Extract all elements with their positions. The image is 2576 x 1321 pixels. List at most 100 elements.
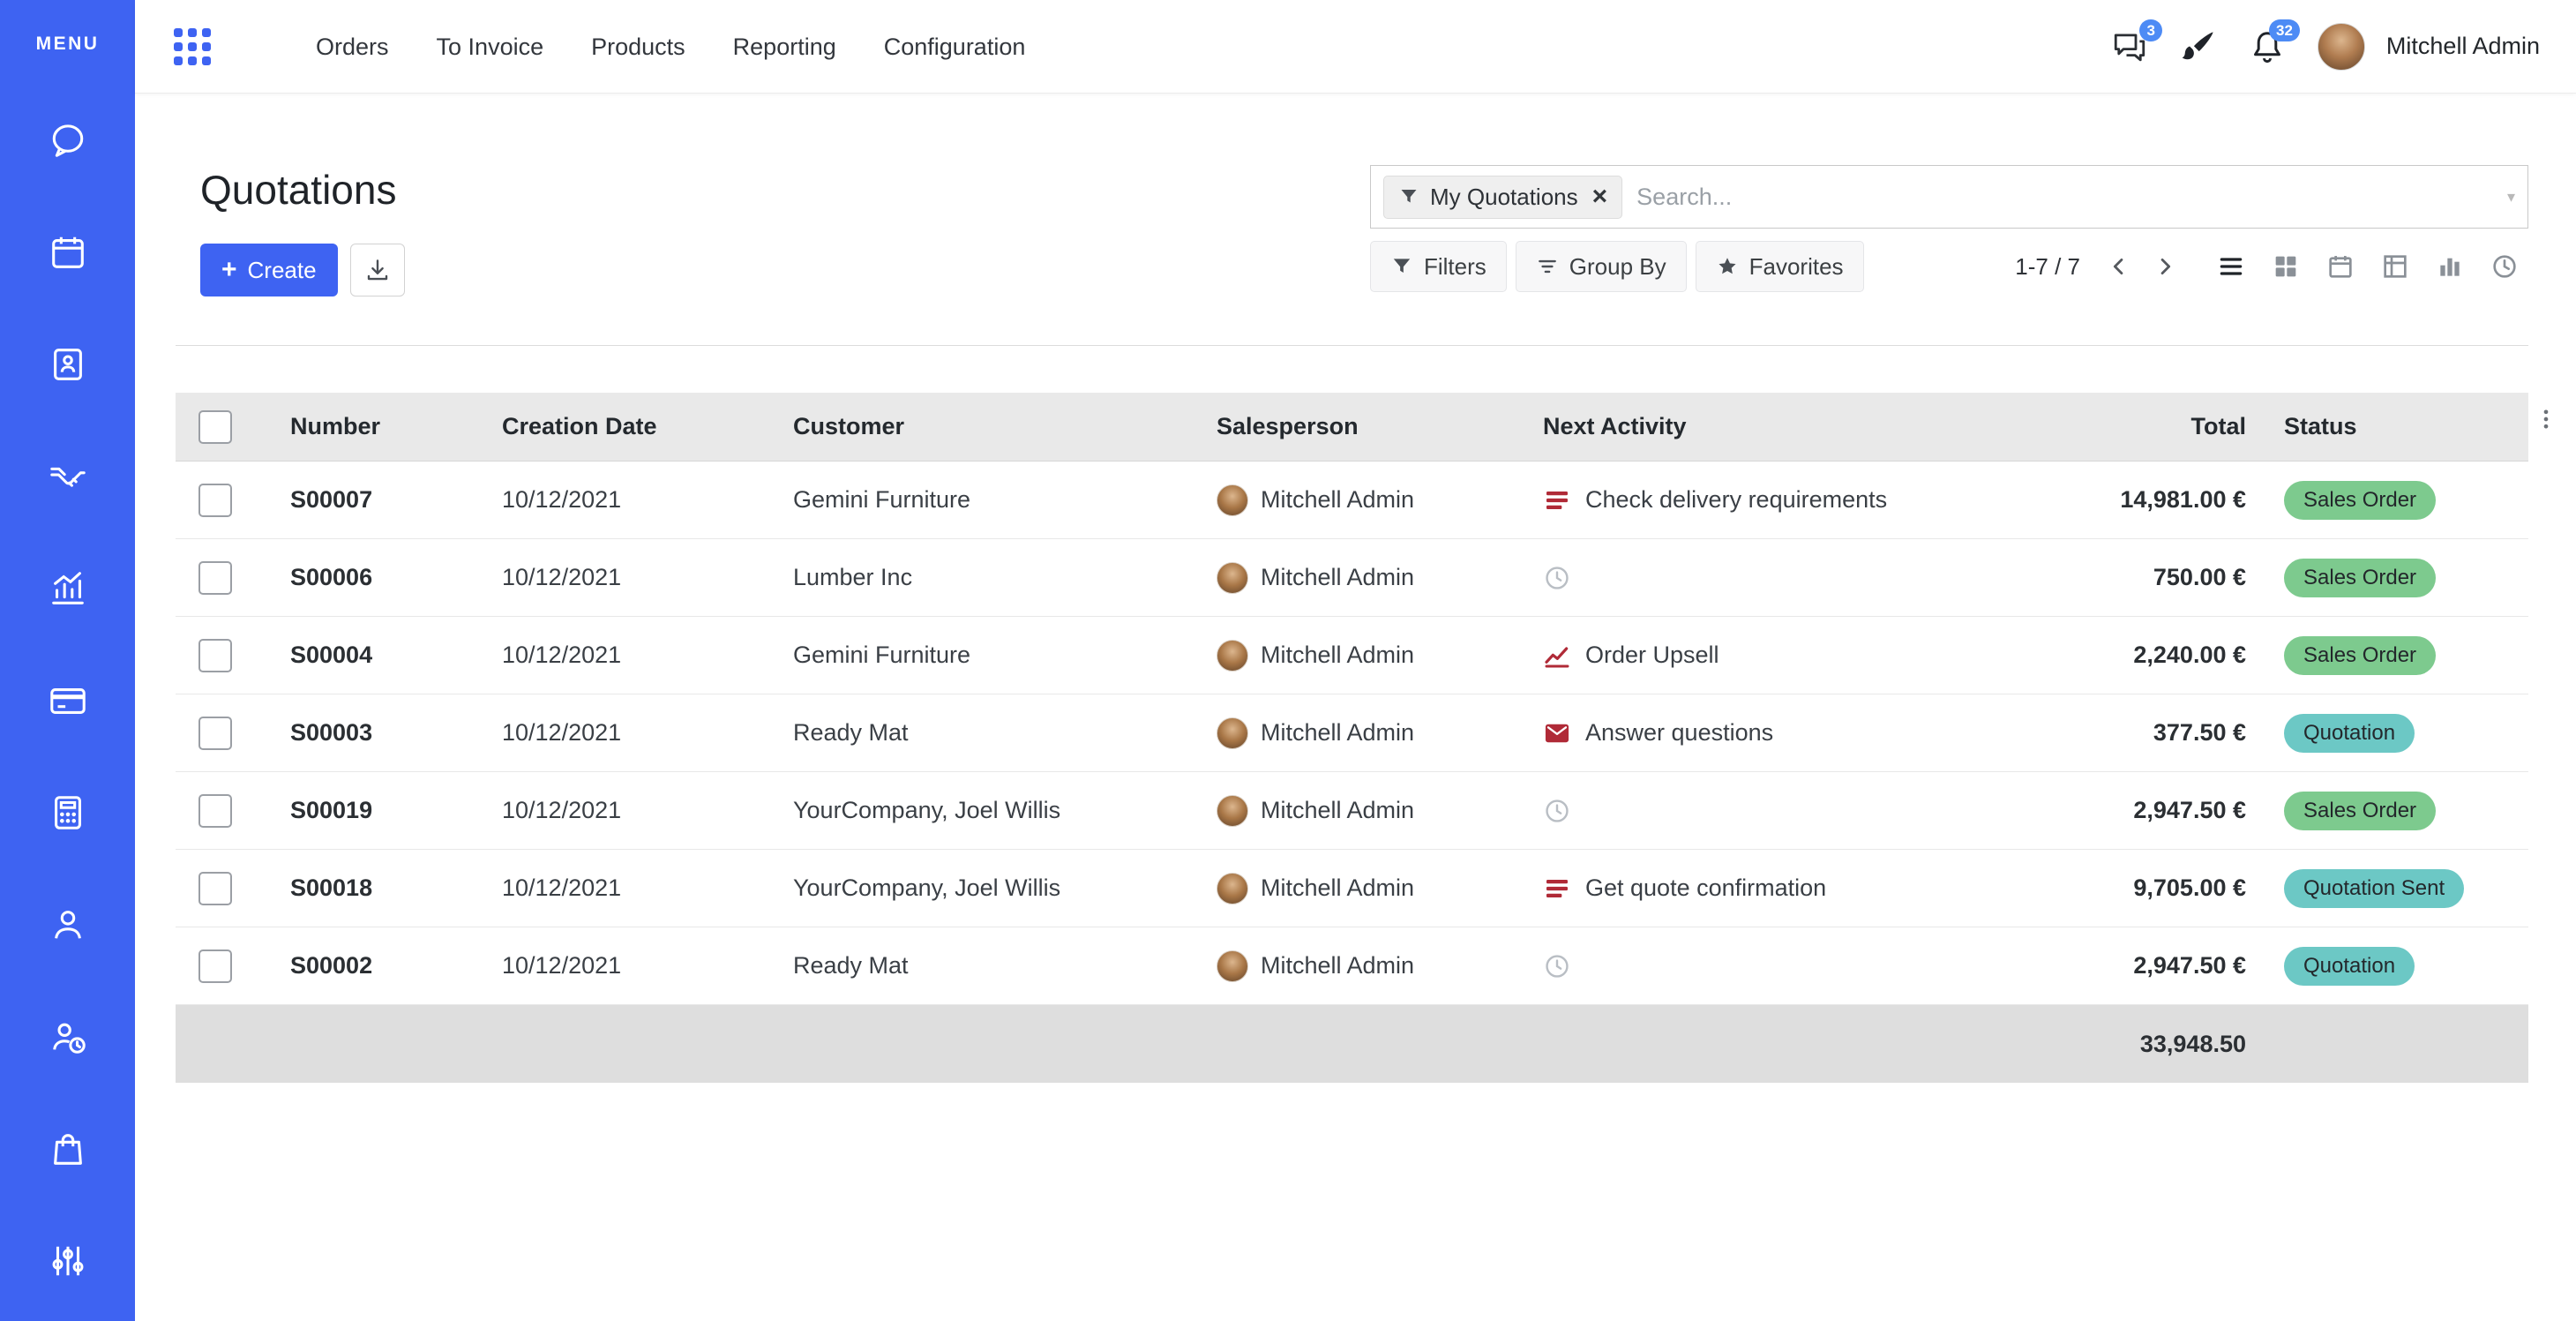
status-badge: Sales Order — [2284, 558, 2437, 597]
view-pivot-icon[interactable] — [2371, 243, 2419, 290]
messages-icon[interactable]: 3 — [2111, 19, 2162, 65]
nav-item-products[interactable]: Products — [591, 33, 685, 60]
view-calendar-icon[interactable] — [2317, 243, 2364, 290]
salesperson-name: Mitchell Admin — [1261, 874, 1415, 901]
salesperson-name: Mitchell Admin — [1261, 952, 1415, 979]
pager-next-icon[interactable] — [2142, 244, 2188, 289]
nav-item-orders[interactable]: Orders — [316, 33, 389, 60]
facet-remove-icon[interactable]: × — [1591, 182, 1608, 211]
calendar-icon — [48, 232, 88, 273]
cell-creation-date: 10/12/2021 — [502, 719, 622, 746]
salesperson-avatar — [1217, 949, 1248, 982]
export-button[interactable] — [349, 244, 405, 296]
sidebar-item-discuss[interactable] — [48, 120, 88, 161]
sidebar-item-employees[interactable] — [48, 904, 88, 945]
table-row[interactable]: S00004 10/12/2021 Gemini Furniture Mitchell… — [176, 617, 2528, 694]
create-button[interactable]: + Create — [200, 244, 338, 296]
nav-item-reporting[interactable]: Reporting — [732, 33, 836, 60]
nav-item-configuration[interactable]: Configuration — [883, 33, 1026, 60]
pager-previous-icon[interactable] — [2096, 244, 2142, 289]
column-header-creation-date[interactable]: Creation Date — [502, 413, 657, 439]
sidebar-item-contacts[interactable] — [48, 344, 88, 385]
optional-columns-toggle-icon[interactable] — [2534, 407, 2558, 432]
cell-salesperson: Mitchell Admin — [1181, 872, 1508, 904]
sidebar: MENU — [0, 0, 135, 1321]
table-row[interactable]: S00007 10/12/2021 Gemini Furniture Mitchell… — [176, 462, 2528, 539]
activity-chart-icon — [1543, 642, 1571, 670]
nav-item-to-invoice[interactable]: To Invoice — [436, 33, 544, 60]
row-checkbox[interactable] — [198, 483, 232, 517]
row-checkbox[interactable] — [198, 638, 232, 672]
search-caret-icon[interactable]: ▾ — [2506, 187, 2515, 206]
view-graph-icon[interactable] — [2426, 243, 2474, 290]
column-header-status[interactable]: Status — [2284, 413, 2357, 439]
sidebar-item-purchase[interactable] — [48, 1129, 88, 1169]
filter-icon — [1393, 259, 1411, 274]
user-avatar[interactable] — [2317, 22, 2365, 71]
cell-next-activity[interactable]: Get quote confirmation — [1508, 874, 2037, 903]
status-badge: Sales Order — [2284, 791, 2437, 830]
column-header-next-activity[interactable]: Next Activity — [1543, 413, 1687, 439]
messages-badge: 3 — [2139, 19, 2162, 41]
status-badge: Quotation — [2284, 946, 2415, 986]
sidebar-item-settings[interactable] — [48, 1241, 88, 1281]
menu-toggle[interactable]: MENU — [35, 34, 100, 54]
sidebar-item-accounting[interactable] — [48, 792, 88, 833]
cell-next-activity[interactable] — [1508, 564, 2037, 592]
column-header-total[interactable]: Total — [2190, 413, 2247, 439]
salesperson-avatar — [1217, 872, 1248, 904]
user-name[interactable]: Mitchell Admin — [2385, 33, 2540, 59]
cell-creation-date: 10/12/2021 — [502, 797, 622, 823]
cell-number: S00018 — [290, 874, 373, 901]
activity-label: Get quote confirmation — [1585, 874, 1827, 901]
page-title: Quotations — [200, 167, 397, 213]
sidebar-item-calendar[interactable] — [48, 232, 88, 273]
salesperson-avatar — [1217, 717, 1248, 749]
recruitment-icon — [48, 1017, 88, 1057]
filters-button[interactable]: Filters — [1370, 241, 1507, 292]
search-input[interactable] — [1636, 183, 2493, 211]
activity-clock-icon — [1543, 797, 1571, 825]
select-all-checkbox[interactable] — [198, 409, 232, 444]
row-checkbox[interactable] — [198, 871, 232, 905]
table-row[interactable]: S00003 10/12/2021 Ready Mat Mitchell Admin A… — [176, 694, 2528, 772]
table-row[interactable]: S00006 10/12/2021 Lumber Inc Mitchell Admin… — [176, 539, 2528, 617]
notifications-bell-icon[interactable]: 32 — [2249, 19, 2300, 65]
view-list-icon[interactable] — [2207, 243, 2255, 290]
cell-next-activity[interactable]: Check delivery requirements — [1508, 486, 2037, 514]
cell-next-activity[interactable]: Answer questions — [1508, 719, 2037, 747]
view-activity-icon[interactable] — [2481, 243, 2528, 290]
group-by-button[interactable]: Group By — [1515, 241, 1687, 292]
sidebar-item-sales[interactable] — [48, 568, 88, 609]
cell-creation-date: 10/12/2021 — [502, 874, 622, 901]
row-checkbox[interactable] — [198, 560, 232, 595]
table-row[interactable]: S00018 10/12/2021 YourCompany, Joel Willis… — [176, 850, 2528, 927]
column-header-customer[interactable]: Customer — [793, 413, 905, 439]
row-checkbox[interactable] — [198, 716, 232, 750]
cell-next-activity[interactable] — [1508, 952, 2037, 980]
status-badge: Quotation Sent — [2284, 868, 2465, 908]
brush-icon[interactable] — [2180, 28, 2217, 65]
cell-next-activity[interactable]: Order Upsell — [1508, 642, 2037, 670]
view-switcher — [2207, 243, 2528, 290]
salesperson-name: Mitchell Admin — [1261, 797, 1415, 823]
row-checkbox[interactable] — [198, 949, 232, 983]
table-row[interactable]: S00019 10/12/2021 YourCompany, Joel Willis… — [176, 772, 2528, 850]
sidebar-item-recruitment[interactable] — [48, 1017, 88, 1057]
sidebar-item-crm[interactable] — [48, 456, 88, 497]
column-header-salesperson[interactable]: Salesperson — [1217, 413, 1359, 439]
table-row[interactable]: S00002 10/12/2021 Ready Mat Mitchell Admin 2… — [176, 927, 2528, 1005]
favorites-button[interactable]: Favorites — [1695, 241, 1864, 292]
apps-grid-icon[interactable] — [174, 27, 211, 65]
cell-next-activity[interactable] — [1508, 797, 2037, 825]
download-icon — [367, 259, 387, 281]
row-checkbox-cell — [176, 560, 255, 595]
content: Quotations + Create — [135, 94, 2576, 1321]
view-kanban-icon[interactable] — [2262, 243, 2310, 290]
topbar-right: 3 32 Mitchell Admin — [2111, 19, 2540, 71]
salesperson-avatar — [1217, 561, 1248, 594]
sidebar-item-billing[interactable] — [48, 680, 88, 721]
cell-number: S00003 — [290, 719, 373, 746]
column-header-number[interactable]: Number — [290, 413, 381, 439]
row-checkbox[interactable] — [198, 793, 232, 828]
